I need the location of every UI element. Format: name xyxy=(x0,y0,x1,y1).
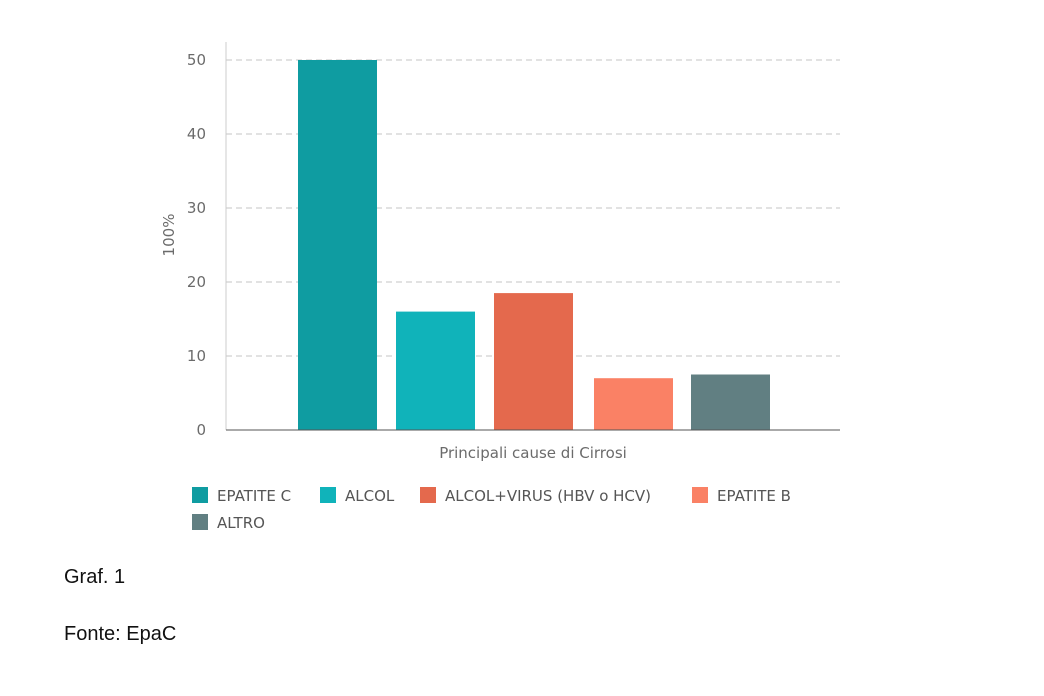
bar-epatite-b xyxy=(594,378,673,430)
legend-label: EPATITE C xyxy=(217,487,291,505)
y-tick-label: 0 xyxy=(196,421,206,439)
bar-altro xyxy=(691,374,770,430)
legend-swatch xyxy=(192,487,208,503)
bars xyxy=(298,60,770,430)
legend-label: ALCOL+VIRUS (HBV o HCV) xyxy=(445,487,651,505)
legend-swatch xyxy=(192,514,208,530)
bar-epatite-c xyxy=(298,60,377,430)
bar-chart: 0 10 20 30 40 50 100% Principali cause di Cir… xyxy=(160,42,840,532)
legend-label: ALTRO xyxy=(217,514,265,532)
legend-label: ALCOL xyxy=(345,487,395,505)
y-tick-label: 20 xyxy=(187,273,206,291)
x-axis-title: Principali cause di Cirrosi xyxy=(439,444,627,462)
legend-swatch xyxy=(420,487,436,503)
legend-label: EPATITE B xyxy=(717,487,791,505)
legend: EPATITE C ALCOL ALCOL+VIRUS (HBV o HCV) EPA… xyxy=(192,487,791,532)
y-tick-labels: 0 10 20 30 40 50 xyxy=(187,51,206,439)
y-tick-label: 30 xyxy=(187,199,206,217)
bar-alcol-virus-hbv-o-hcv xyxy=(494,293,573,430)
bar-alcol xyxy=(396,311,475,430)
y-axis-title: 100% xyxy=(160,214,178,257)
legend-swatch xyxy=(692,487,708,503)
legend-swatch xyxy=(320,487,336,503)
y-tick-label: 40 xyxy=(187,125,206,143)
figure-caption: Graf. 1 xyxy=(64,566,126,588)
y-tick-label: 50 xyxy=(187,51,206,69)
axes xyxy=(225,42,840,431)
source-caption: Fonte: EpaC xyxy=(64,623,177,645)
y-tick-label: 10 xyxy=(187,347,206,365)
